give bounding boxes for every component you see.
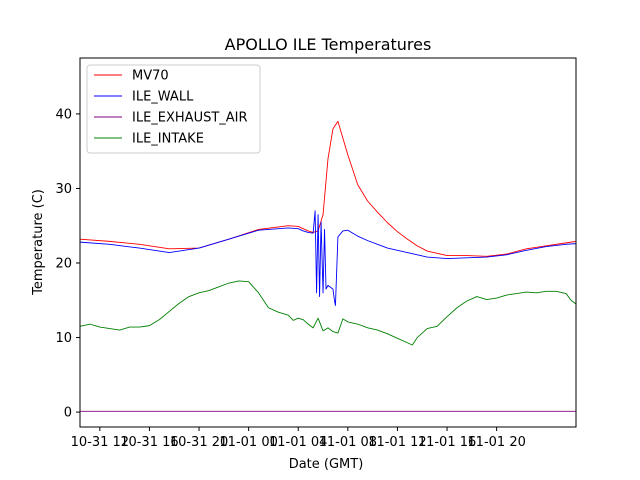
legend-label-ile-exhaust-air: ILE_EXHAUST_AIR (132, 111, 248, 126)
legend-label-ile-intake: ILE_INTAKE (132, 132, 204, 147)
x-tick-label: 10-31 16 (120, 435, 178, 450)
legend-items: MV70 ILE_WALL ILE_EXHAUST_AIR ILE_INTAKE (94, 69, 248, 147)
series-line-ile-intake (79, 280, 577, 346)
x-tick-label: 10-31 20 (170, 435, 228, 450)
series-line-ile-wall (79, 210, 577, 306)
x-tick-label: 11-01 20 (467, 435, 525, 450)
x-axis-label: Date (GMT) (289, 457, 364, 472)
x-tick-label: 11-01 00 (219, 435, 277, 450)
chart-title: APOLLO ILE Temperatures (225, 35, 432, 54)
plot-frame (79, 57, 577, 428)
legend: MV70 ILE_WALL ILE_EXHAUST_AIR ILE_INTAKE (86, 64, 261, 154)
x-tick-label: 11-01 08 (319, 435, 377, 450)
x-tick-label: 11-01 04 (269, 435, 327, 450)
series-layer (79, 120, 577, 412)
x-tick-label: 11-01 16 (418, 435, 476, 450)
y-tick-label: 30 (55, 182, 72, 197)
y-tick-label: 10 (55, 331, 72, 346)
legend-box (86, 64, 261, 154)
y-axis-label: Temperature (C) (31, 189, 46, 296)
x-tick-label: 10-31 12 (71, 435, 129, 450)
y-tick-label: 0 (64, 406, 72, 421)
legend-label-ile-wall: ILE_WALL (132, 90, 194, 105)
y-axis-ticks: 0 10 20 30 40 (55, 107, 80, 421)
y-tick-label: 40 (55, 107, 72, 122)
x-tick-label: 11-01 12 (368, 435, 426, 450)
legend-label-mv70: MV70 (132, 69, 169, 84)
y-tick-label: 20 (55, 257, 72, 272)
